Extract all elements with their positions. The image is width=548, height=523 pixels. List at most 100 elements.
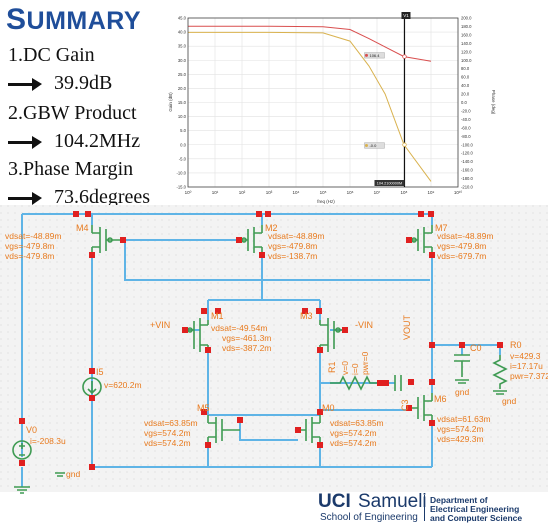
marker-tag-0 — [364, 52, 385, 59]
logo-divider — [424, 495, 425, 521]
label-m7-vgs: vgs=-479.8m — [437, 241, 486, 251]
label-r1-voltage: v=0 — [340, 361, 350, 375]
label-m5-vgs: vgs=574.2m — [144, 428, 191, 438]
phase-marker-dot — [402, 54, 407, 59]
y2-tick-label: 120.0 — [461, 49, 472, 54]
x-tick-label: 10¹ — [212, 190, 219, 195]
label-vin-minus: -VIN — [355, 320, 373, 330]
gain-marker-dot — [402, 142, 407, 147]
y2-tick-label: -80.0 — [461, 134, 471, 139]
y-tick-label: 20.0 — [178, 86, 187, 91]
transistor-m0-symbol — [298, 415, 321, 445]
y-tick-label: 45.0 — [178, 16, 187, 21]
uci-samueli-logo: UCI Samueli School of Engineering Depart… — [318, 491, 548, 523]
gbw-value: 104.2MHz — [54, 130, 141, 152]
label-r1-power: pwr=0 — [360, 351, 370, 375]
y-tick-label: -5.0 — [179, 156, 187, 161]
y2-tick-label: 60.0 — [461, 75, 470, 80]
marker-label-0: 106.4 — [369, 53, 380, 58]
label-m0-vdsat: vdsat=63.85m — [330, 418, 384, 428]
series-line-1 — [188, 31, 432, 182]
resistor-r0-symbol — [492, 355, 508, 389]
label-m0: M0 — [322, 403, 335, 413]
schematic-labels: M4 vdsat=-48.89m vgs=-479.8m vds=-479.8m… — [5, 223, 548, 479]
gbw-label: 2.GBW Product — [8, 102, 137, 124]
y2-tick-label: 200.0 — [461, 16, 472, 21]
x-tick-label: 10⁶ — [347, 190, 354, 195]
bode-plot: 10⁰ 10¹ 10² 10³ 10⁴ 10⁵ 10⁶ 10⁷ 10⁸ 10⁹ 10¹⁰ 45.0 40… — [166, 10, 496, 205]
label-m1-vdsat: vdsat=-49.54m — [211, 323, 267, 333]
label-m1-vgs: vgs=-461.3m — [222, 333, 271, 343]
label-m0-vds: vds=574.2m — [330, 438, 377, 448]
ground-symbols — [14, 379, 507, 494]
y-axis-label: Gain (dB) — [168, 92, 173, 112]
y2-tick-label: -140.0 — [461, 159, 474, 164]
y-tick-label: 5.0 — [180, 128, 186, 133]
slide-title: SUMMARY — [6, 3, 141, 37]
y2-tick-label: 100.0 — [461, 58, 472, 63]
marker-swatch-0 — [364, 53, 368, 57]
right-arrow-icon — [8, 192, 42, 206]
label-m5-vds: vds=574.2m — [144, 438, 191, 448]
cursor-tag — [401, 12, 411, 19]
right-arrow-icon — [8, 78, 42, 92]
y2-tick-label: -40.0 — [461, 117, 471, 122]
x-tick-label: 10⁴ — [293, 190, 300, 195]
label-m5: M5 — [197, 403, 210, 413]
label-r0-voltage: v=429.3 — [510, 351, 541, 361]
y2-tick-label: 140.0 — [461, 41, 472, 46]
label-gnd-3: gnd — [502, 396, 516, 406]
y2-tick-label: 20.0 — [461, 92, 470, 97]
slide-title-initial: S — [6, 3, 27, 36]
cursor-markers: 106.4 -0.0 — [364, 52, 407, 149]
y2-tick-label: 0.0 — [461, 100, 467, 105]
plot-ticks: 10⁰ 10¹ 10² 10³ 10⁴ 10⁵ 10⁶ 10⁷ 10⁸ 10⁹ 10¹⁰ 45.0 40… — [176, 16, 473, 196]
dc-gain-item: 39.9dB — [8, 72, 112, 95]
capacitor-c0-symbol — [454, 354, 470, 377]
y-tick-label: 15.0 — [178, 100, 187, 105]
x-tick-label: 10³ — [266, 190, 273, 195]
phase-margin-item: 73.6degrees — [8, 186, 150, 209]
label-m4: M4 — [76, 223, 89, 233]
y-tick-label: 10.0 — [178, 114, 187, 119]
logo-department: Department of Electrical Engineering and… — [430, 496, 522, 523]
label-m4-vds: vds=-479.8m — [5, 251, 54, 261]
label-m6-vds: vds=429.3m — [437, 434, 484, 444]
y2-axis-label: Phase (deg) — [491, 90, 496, 115]
label-m7: M7 — [435, 223, 448, 233]
gbw-item: 104.2MHz — [8, 130, 140, 153]
wires — [21, 213, 501, 487]
transistor-m5-symbol — [207, 415, 240, 445]
y-tick-label: -15.0 — [176, 185, 186, 190]
logo-dept-line-3: and Computer Science — [430, 513, 523, 523]
label-r1-current: i=0 — [350, 363, 360, 375]
y2-tick-label: -160.0 — [461, 168, 474, 173]
slide-title-rest: UMMARY — [26, 7, 142, 35]
label-m6-vgs: vgs=574.2m — [437, 424, 484, 434]
transistor-m6-symbol — [410, 393, 433, 423]
plot-series — [188, 25, 432, 182]
y2-tick-label: -180.0 — [461, 176, 474, 181]
x-tick-label: 10⁰ — [185, 190, 192, 195]
label-m3: M3 — [300, 311, 313, 321]
label-v0-current: i=-208.3u — [30, 436, 66, 446]
logo-school: School of Engineering — [320, 512, 418, 523]
x-tick-label: 10⁵ — [320, 190, 327, 195]
label-m4-vgs: vgs=-479.8m — [5, 241, 54, 251]
x-tick-label: 10⁸ — [401, 190, 408, 195]
label-r0-power: pwr=7.372 — [510, 371, 548, 381]
y-tick-label: 40.0 — [178, 30, 187, 35]
capacitor-c3-symbol — [394, 375, 402, 391]
x-tick-label: 10² — [239, 190, 246, 195]
logo-uci: UCI — [318, 491, 351, 512]
dc-gain-value: 39.9dB — [54, 72, 113, 94]
label-m6: M6 — [434, 394, 447, 404]
label-m4-vdsat: vdsat=-48.89m — [5, 231, 61, 241]
label-c0: C0 — [470, 343, 482, 353]
label-vin-plus: +VIN — [150, 320, 170, 330]
x-tick-label: 10⁹ — [428, 190, 435, 195]
cursor-v1[interactable]: V1 104.2100000M — [374, 12, 411, 187]
label-m6-vdsat: vdsat=61.63m — [437, 414, 491, 424]
y2-tick-label: -20.0 — [461, 108, 471, 113]
y2-tick-label: 160.0 — [461, 32, 472, 37]
